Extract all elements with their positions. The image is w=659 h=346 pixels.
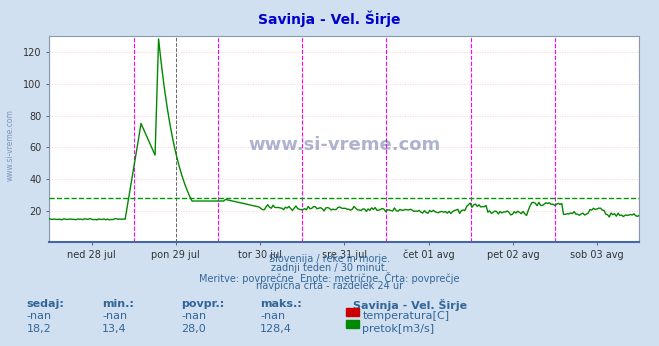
Text: Meritve: povprečne  Enote: metrične  Črta: povprečje: Meritve: povprečne Enote: metrične Črta:… bbox=[199, 272, 460, 284]
Text: www.si-vreme.com: www.si-vreme.com bbox=[248, 136, 440, 154]
Text: sedaj:: sedaj: bbox=[26, 299, 64, 309]
Text: Savinja - Vel. Širje: Savinja - Vel. Širje bbox=[353, 299, 467, 311]
Text: navpična črta - razdelek 24 ur: navpična črta - razdelek 24 ur bbox=[256, 280, 403, 291]
Text: -nan: -nan bbox=[26, 311, 51, 321]
Text: -nan: -nan bbox=[181, 311, 206, 321]
Text: zadnji teden / 30 minut.: zadnji teden / 30 minut. bbox=[271, 263, 388, 273]
Text: temperatura[C]: temperatura[C] bbox=[362, 311, 449, 321]
Text: min.:: min.: bbox=[102, 299, 134, 309]
Text: www.si-vreme.com: www.si-vreme.com bbox=[5, 109, 14, 181]
Text: 18,2: 18,2 bbox=[26, 324, 51, 334]
Text: pretok[m3/s]: pretok[m3/s] bbox=[362, 324, 434, 334]
Text: 13,4: 13,4 bbox=[102, 324, 127, 334]
Text: maks.:: maks.: bbox=[260, 299, 302, 309]
Text: 28,0: 28,0 bbox=[181, 324, 206, 334]
Text: -nan: -nan bbox=[260, 311, 285, 321]
Text: povpr.:: povpr.: bbox=[181, 299, 225, 309]
Text: 128,4: 128,4 bbox=[260, 324, 292, 334]
Text: Slovenija / reke in morje.: Slovenija / reke in morje. bbox=[269, 254, 390, 264]
Text: Savinja - Vel. Širje: Savinja - Vel. Širje bbox=[258, 10, 401, 27]
Text: -nan: -nan bbox=[102, 311, 127, 321]
